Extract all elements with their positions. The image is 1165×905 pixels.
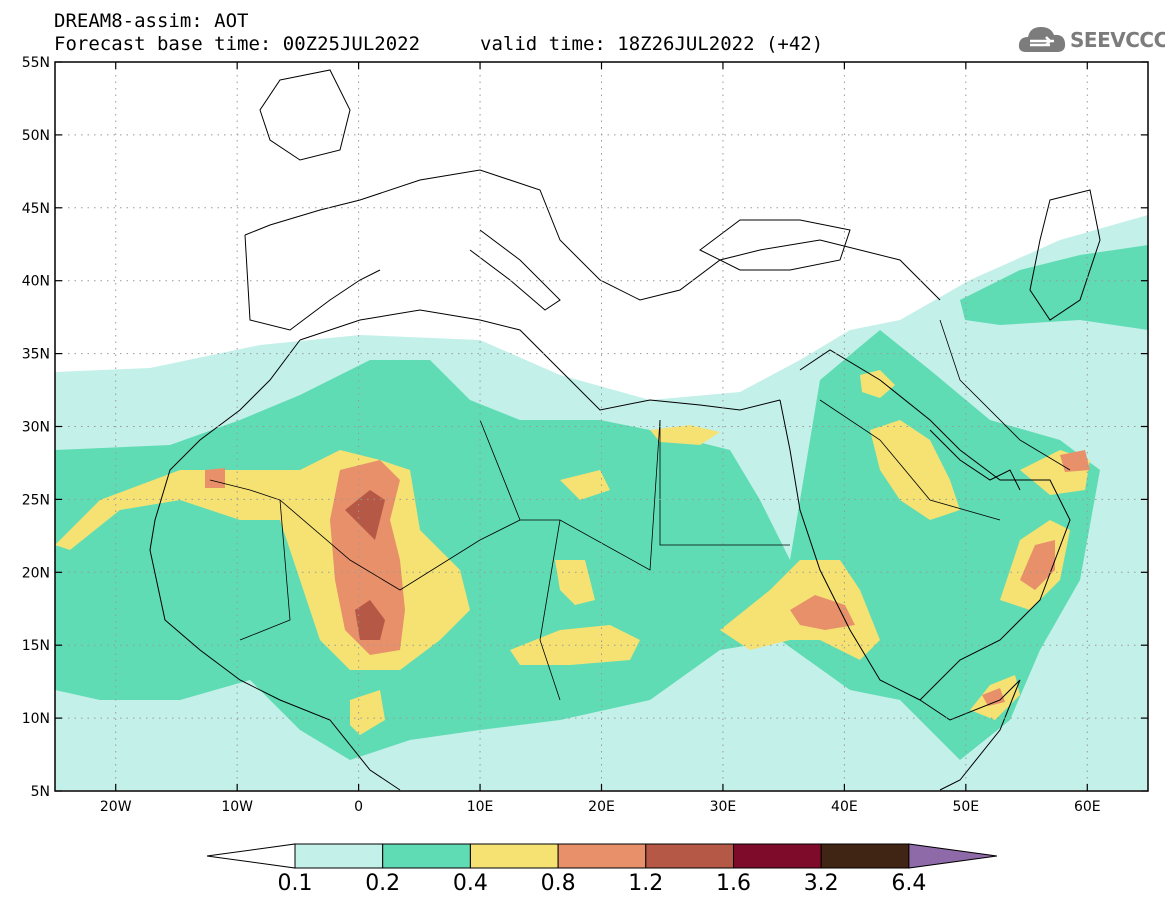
aot-band-1.2b	[355, 600, 385, 640]
lon-tick-label: 60E	[1074, 799, 1101, 815]
lat-tick-label: 25N	[22, 492, 50, 508]
colorbar-segment	[820, 843, 910, 869]
colorbar-segment	[557, 843, 647, 869]
aot-band-0.4i	[650, 425, 720, 445]
aot-band-0.8f	[982, 688, 1005, 706]
map-axes: 55N 50N 45N 40N 35N 30N 25N 20N 15N 10N 5N 20W 10W 0 1…	[22, 55, 1148, 815]
colorbar-label: 0.8	[541, 871, 576, 896]
seevccc-logo: SEEVCCC	[1016, 22, 1165, 58]
coast-caspian	[1029, 189, 1101, 321]
lat-tick-label: 50N	[22, 128, 50, 144]
aot-band-0.4j	[860, 370, 895, 398]
colorbar-label: 0.1	[278, 871, 313, 896]
lon-tick-label: 20W	[100, 799, 132, 815]
colorbar-label: 0.2	[365, 871, 400, 896]
border-chad	[539, 519, 561, 701]
lat-tick-label: 15N	[22, 638, 50, 654]
aot-band-0.8c	[790, 595, 855, 630]
coast-iberia	[244, 234, 381, 331]
valid-time: valid time: 18Z26JUL2022 (+42)	[480, 33, 824, 55]
border-iran	[939, 319, 1071, 471]
coast-europe	[244, 169, 941, 301]
lon-tick-label: 0	[354, 799, 363, 815]
colorbar-segment	[469, 843, 559, 869]
lat-tick-label: 35N	[22, 347, 50, 363]
lat-tick-label: 55N	[22, 55, 50, 71]
colorbar-label: 6.4	[891, 871, 926, 896]
aot-band-0.2	[55, 330, 1100, 760]
aot-band-1.2	[345, 490, 385, 540]
border-saudi	[819, 399, 1001, 521]
lat-tick-label: 5N	[31, 784, 50, 800]
coast-north-africa	[299, 309, 781, 411]
colorbar-label: 0.4	[453, 871, 488, 896]
aot-band-0.4e	[870, 420, 960, 520]
lat-tick-label: 30N	[22, 420, 50, 436]
coast-west-africa	[149, 339, 401, 791]
lon-tick-label: 20E	[588, 799, 615, 815]
lat-tick-label: 40N	[22, 274, 50, 290]
lon-tick-label: 50E	[952, 799, 979, 815]
lon-tick-label: 30E	[710, 799, 737, 815]
aot-band-0.8b	[1020, 540, 1055, 590]
aot-band-0.8d	[1060, 450, 1090, 472]
colorbar-label: 1.6	[716, 871, 751, 896]
aot-band-0.4c	[555, 560, 595, 605]
borders	[209, 319, 1071, 701]
colorbar-label: 1.2	[628, 871, 663, 896]
lon-tick-label: 10E	[467, 799, 494, 815]
colorbar-arrow-low	[206, 843, 296, 869]
aot-band-0.2b	[960, 245, 1148, 330]
cloud-logo-icon	[1018, 27, 1066, 52]
colorbar-label: 3.2	[804, 871, 839, 896]
coast-uk	[259, 69, 351, 161]
border-algeria-mali	[279, 499, 521, 591]
lat-tick-label: 10N	[22, 711, 50, 727]
coast-arabia	[799, 349, 1071, 701]
lat-tick-label: 20N	[22, 565, 50, 581]
forecast-base-time: Forecast base time: 00Z25JUL2022	[54, 33, 421, 55]
aot-band-0.4l	[560, 470, 610, 500]
colorbar: 0.1 0.2 0.4 0.8 1.2 1.6 3.2 6.4	[206, 843, 997, 896]
coast-italy	[469, 229, 561, 311]
colorbar-segment	[733, 843, 822, 869]
border-egypt-sudan	[659, 420, 790, 546]
logo-text: SEEVCCC	[1070, 28, 1165, 52]
colorbar-arrow-high	[908, 843, 997, 869]
coast-persian-gulf	[929, 429, 1021, 491]
colorbar-segment	[294, 843, 384, 869]
lat-tick-label: 45N	[22, 201, 50, 217]
border-mauritania	[209, 479, 291, 641]
lon-tick-label: 10W	[221, 799, 253, 815]
lon-tick-label: 40E	[831, 799, 858, 815]
colorbar-segment	[382, 843, 471, 869]
lat-lon-grid	[55, 62, 1148, 791]
coast-horn	[919, 679, 1021, 791]
coastlines	[149, 69, 1101, 791]
coast-black-sea	[699, 219, 851, 271]
aot-band-0.8e	[205, 468, 225, 488]
model-title: DREAM8-assim: AOT	[54, 10, 249, 32]
aot-band-0.4k	[350, 690, 385, 735]
coast-red-sea	[779, 399, 921, 701]
colorbar-segment	[645, 843, 734, 869]
